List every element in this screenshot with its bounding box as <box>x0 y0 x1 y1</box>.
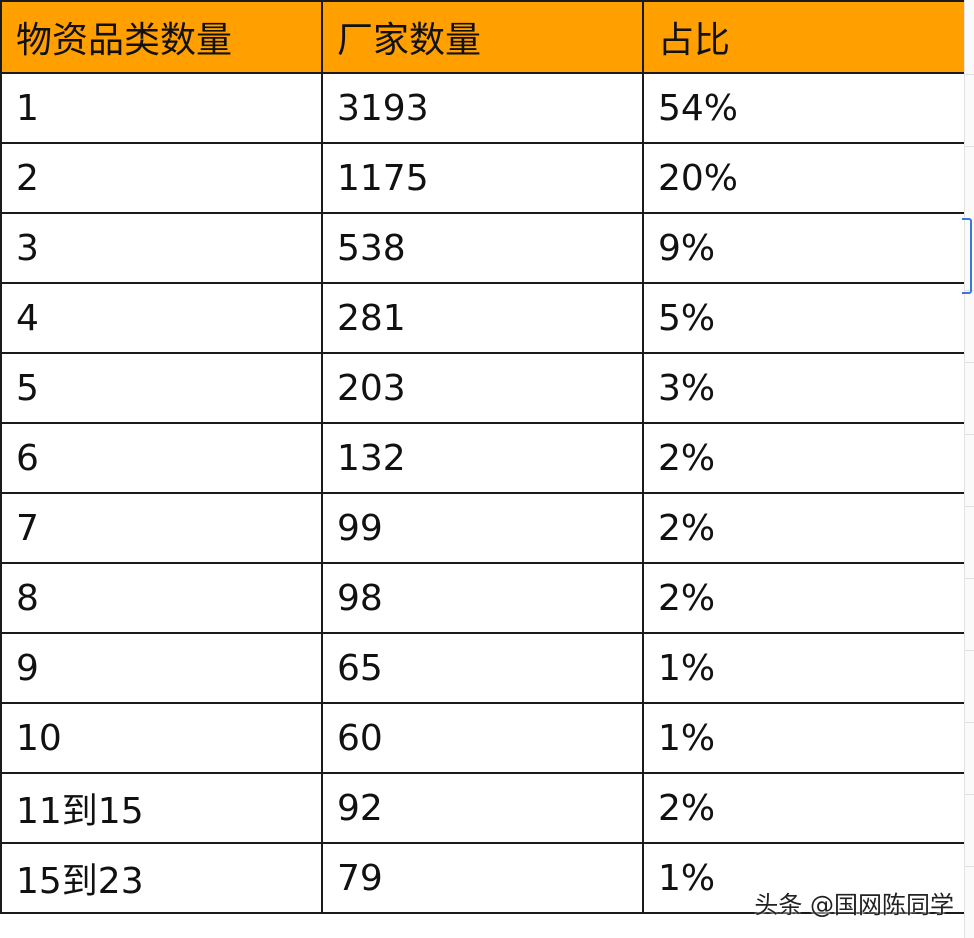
gutter-divider <box>965 434 974 435</box>
cell-vendor-count[interactable]: 538 <box>321 212 644 284</box>
cell-vendor-count[interactable]: 203 <box>321 352 644 424</box>
cell-category-count[interactable]: 4 <box>0 282 323 354</box>
table-row: 1 3193 54% <box>0 72 966 144</box>
cell-vendor-count[interactable]: 60 <box>321 702 644 774</box>
cell-category-count[interactable]: 10 <box>0 702 323 774</box>
cell-category-count[interactable]: 3 <box>0 212 323 284</box>
header-cell-vendor-count[interactable]: 厂家数量 <box>321 0 644 74</box>
cell-ratio[interactable]: 20% <box>642 142 966 214</box>
gutter-divider <box>965 506 974 507</box>
cell-vendor-count[interactable]: 92 <box>321 772 644 844</box>
cell-ratio[interactable]: 3% <box>642 352 966 424</box>
table-row: 7 99 2% <box>0 492 966 564</box>
cell-ratio[interactable]: 9% <box>642 212 966 284</box>
gutter-divider <box>965 650 974 651</box>
table-body: 1 3193 54% 2 1175 20% 3 538 9% 4 281 5% … <box>0 72 966 914</box>
data-table: 物资品类数量 厂家数量 占比 1 3193 54% 2 1175 20% 3 5… <box>0 0 966 914</box>
cell-vendor-count[interactable]: 79 <box>321 842 644 914</box>
table-row: 3 538 9% <box>0 212 966 284</box>
table-header: 物资品类数量 厂家数量 占比 <box>0 0 966 74</box>
cell-category-count[interactable]: 7 <box>0 492 323 564</box>
cell-ratio[interactable]: 2% <box>642 772 966 844</box>
cell-category-count[interactable]: 2 <box>0 142 323 214</box>
header-cell-ratio[interactable]: 占比 <box>642 0 966 74</box>
cell-vendor-count[interactable]: 3193 <box>321 72 644 144</box>
cell-ratio[interactable]: 1% <box>642 842 966 914</box>
cell-ratio[interactable]: 1% <box>642 632 966 704</box>
table-row: 15到23 79 1% <box>0 842 966 914</box>
gutter-divider <box>965 578 974 579</box>
gutter-divider <box>965 290 974 291</box>
cell-ratio[interactable]: 2% <box>642 562 966 634</box>
gutter-divider <box>965 146 974 147</box>
gutter-divider <box>965 74 974 75</box>
cell-ratio[interactable]: 1% <box>642 702 966 774</box>
cell-ratio[interactable]: 2% <box>642 492 966 564</box>
cell-vendor-count[interactable]: 98 <box>321 562 644 634</box>
cell-category-count[interactable]: 6 <box>0 422 323 494</box>
table-row: 5 203 3% <box>0 352 966 424</box>
gutter-divider <box>965 866 974 867</box>
cell-ratio[interactable]: 2% <box>642 422 966 494</box>
table-row: 9 65 1% <box>0 632 966 704</box>
table-row: 11到15 92 2% <box>0 772 966 844</box>
cell-ratio[interactable]: 5% <box>642 282 966 354</box>
watermark-text: 头条 @国网陈同学 <box>754 891 954 919</box>
table-row: 10 60 1% <box>0 702 966 774</box>
table-row: 2 1175 20% <box>0 142 966 214</box>
gutter-divider <box>965 362 974 363</box>
table-row: 4 281 5% <box>0 282 966 354</box>
cell-vendor-count[interactable]: 65 <box>321 632 644 704</box>
cell-category-count[interactable]: 15到23 <box>0 842 323 914</box>
table-row: 6 132 2% <box>0 422 966 494</box>
cell-vendor-count[interactable]: 132 <box>321 422 644 494</box>
header-cell-category-count[interactable]: 物资品类数量 <box>0 0 323 74</box>
adjacent-column-strip <box>964 0 974 938</box>
cell-vendor-count[interactable]: 99 <box>321 492 644 564</box>
cell-category-count[interactable]: 1 <box>0 72 323 144</box>
gutter-divider <box>965 794 974 795</box>
gutter-divider <box>965 722 974 723</box>
cell-selection-indicator[interactable] <box>962 218 972 294</box>
cell-category-count[interactable]: 9 <box>0 632 323 704</box>
cell-category-count[interactable]: 11到15 <box>0 772 323 844</box>
cell-vendor-count[interactable]: 281 <box>321 282 644 354</box>
header-row: 物资品类数量 厂家数量 占比 <box>0 0 966 74</box>
cell-ratio[interactable]: 54% <box>642 72 966 144</box>
cell-category-count[interactable]: 5 <box>0 352 323 424</box>
cell-category-count[interactable]: 8 <box>0 562 323 634</box>
cell-vendor-count[interactable]: 1175 <box>321 142 644 214</box>
table-row: 8 98 2% <box>0 562 966 634</box>
